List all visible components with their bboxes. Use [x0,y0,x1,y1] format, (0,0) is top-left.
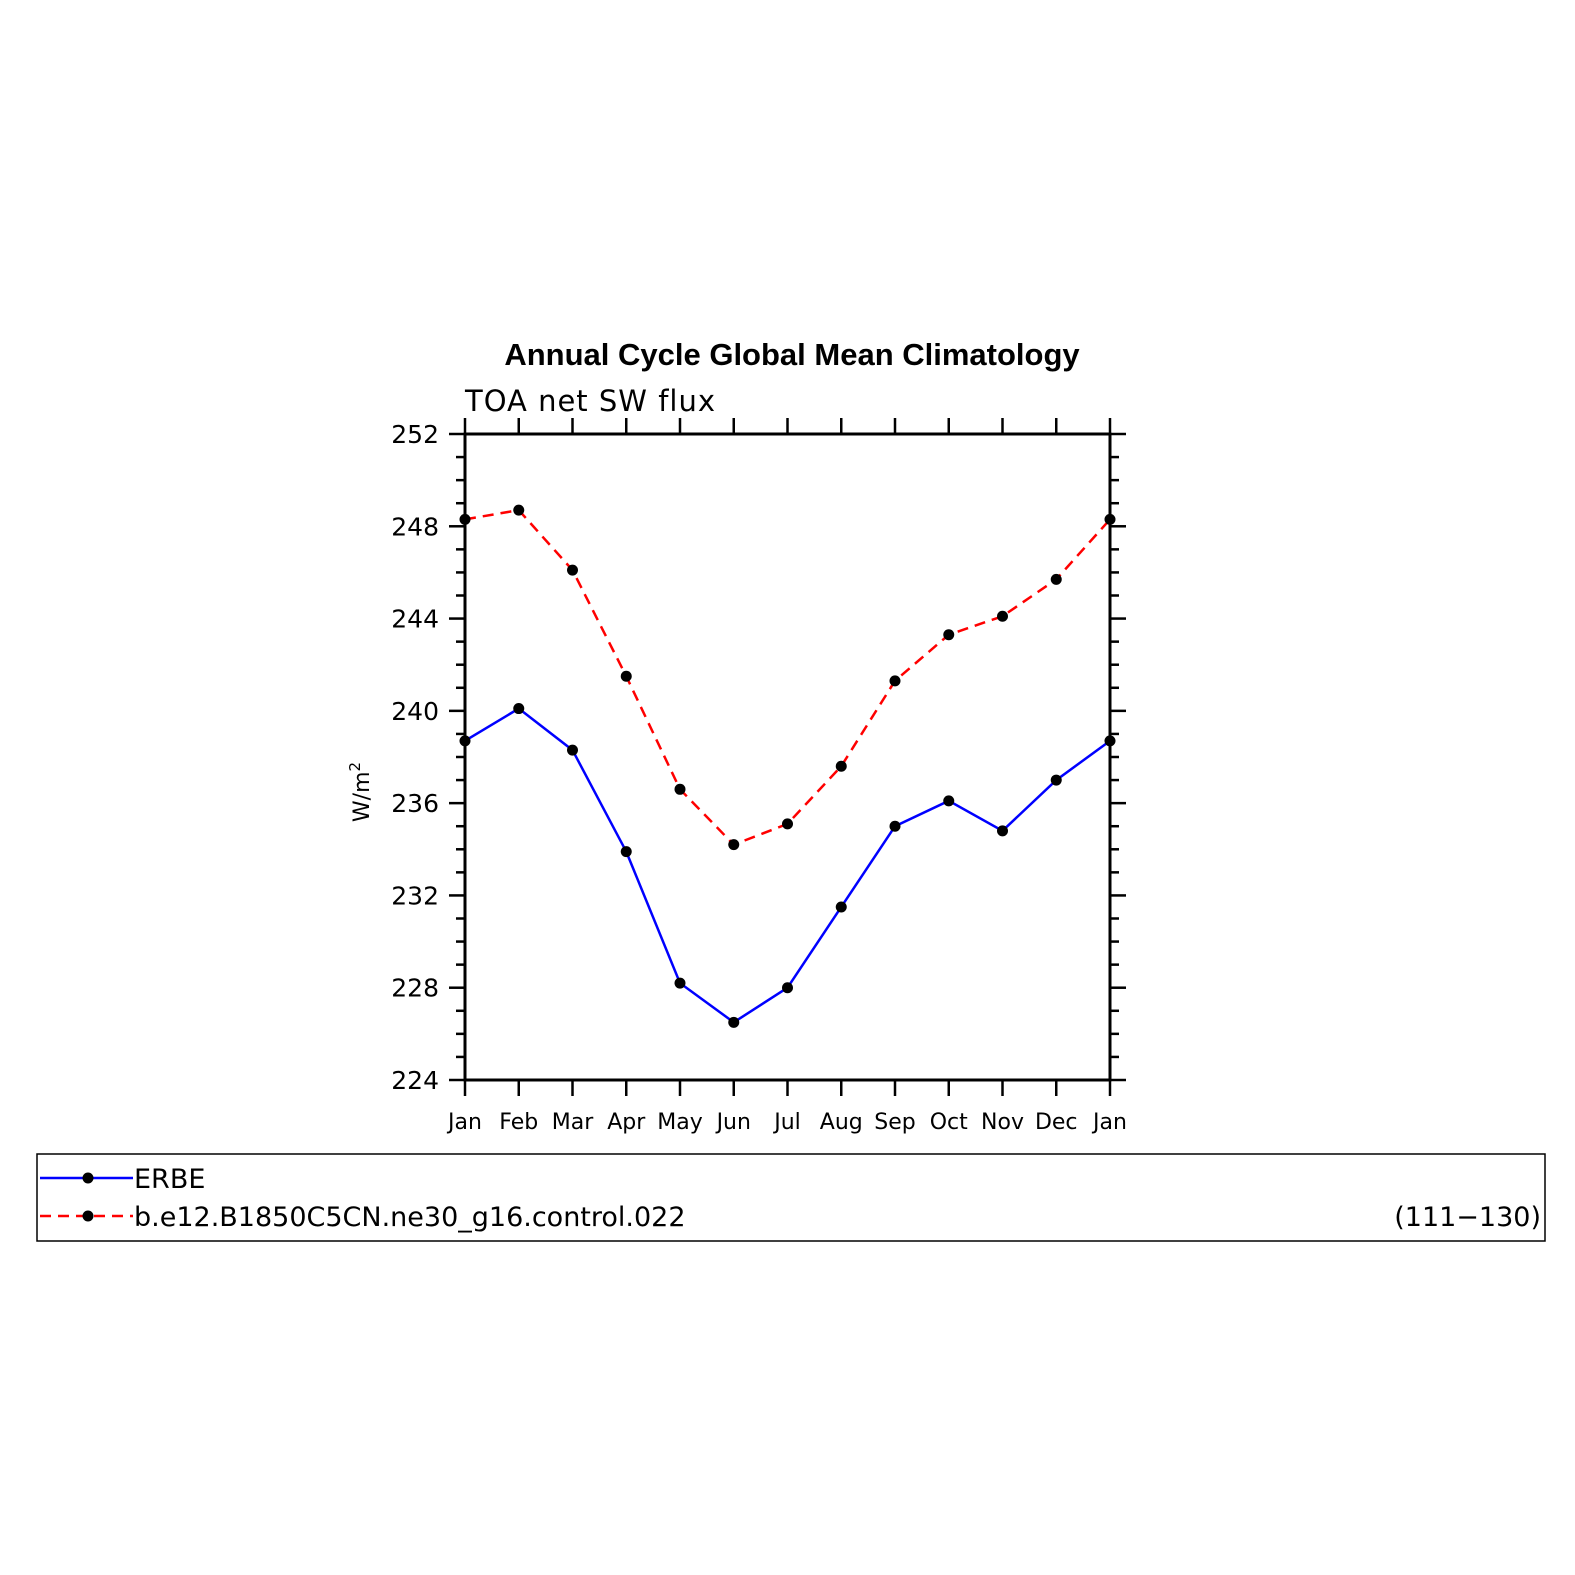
y-tick-label: 224 [391,1066,439,1095]
data-point [997,825,1008,837]
x-tick-label: Jan [446,1110,482,1135]
data-point [943,795,955,807]
legend-marker [82,1172,94,1184]
data-point [513,504,525,516]
data-point [620,846,632,858]
x-tick-label: Jul [772,1110,801,1135]
y-tick-labels: 224 228 232 236 240 244 248 252 [391,420,439,1095]
series-points [459,504,1116,1028]
legend: ERBE b.e12.B1850C5CN.ne30_g16.control.022 [40,1164,686,1233]
chart-title: Annual Cycle Global Mean Climatology [504,337,1080,372]
data-point [1104,735,1116,747]
data-point [782,818,793,830]
y-tick-label: 232 [391,881,439,910]
legend-label-1: b.e12.B1850C5CN.ne30_g16.control.022 [134,1202,686,1233]
series-lines [464,508,1111,1024]
legend-marker [82,1210,94,1222]
data-point [1050,774,1062,786]
data-point [1104,513,1116,525]
data-point [459,513,471,525]
data-point [567,744,578,756]
data-point [889,675,901,687]
y-tick-label: 248 [391,512,439,541]
data-point [728,839,740,851]
y-axis-label: W/m2 [346,762,375,822]
data-point [943,629,955,641]
data-point [674,783,686,795]
data-point [835,901,847,913]
y-tick-label: 252 [391,420,439,449]
y-tick-label: 236 [391,789,439,818]
data-point [889,820,901,832]
x-tick-labels: Jan Feb Mar Apr May Jun Jul Aug Sep Oct Nov Dec Jan [446,1110,1127,1135]
x-tick-label: May [657,1110,702,1135]
series-line-1 [464,508,1111,847]
data-point [459,735,471,747]
data-point [728,1016,740,1028]
legend-box [36,1153,1546,1242]
data-point [782,982,793,994]
data-point [835,760,847,772]
x-tick-label: Mar [552,1110,594,1135]
x-tick-label: Jun [715,1110,751,1135]
x-tick-label: Dec [1035,1110,1078,1135]
data-point [1050,573,1062,585]
data-point [620,670,632,682]
legend-label-0: ERBE [134,1164,205,1195]
data-point [567,564,578,576]
data-point [997,610,1008,622]
x-tick-label: Feb [499,1110,538,1135]
axis-ticks [449,418,1126,1096]
y-tick-label: 244 [391,605,439,634]
x-tick-label: Oct [930,1110,968,1135]
chart-subtitle: TOA net SW flux [464,384,716,418]
x-tick-label: Nov [981,1110,1024,1135]
x-tick-label: Aug [820,1110,863,1135]
data-point [674,977,686,989]
data-point [513,703,525,715]
x-tick-label: Apr [607,1110,646,1135]
x-tick-label: Jan [1091,1110,1127,1135]
legend-note: (111−130) [1394,1202,1541,1233]
y-tick-label: 240 [391,697,439,726]
series-line-0 [464,707,1111,1024]
x-tick-label: Sep [874,1110,915,1135]
y-tick-label: 228 [391,974,439,1003]
